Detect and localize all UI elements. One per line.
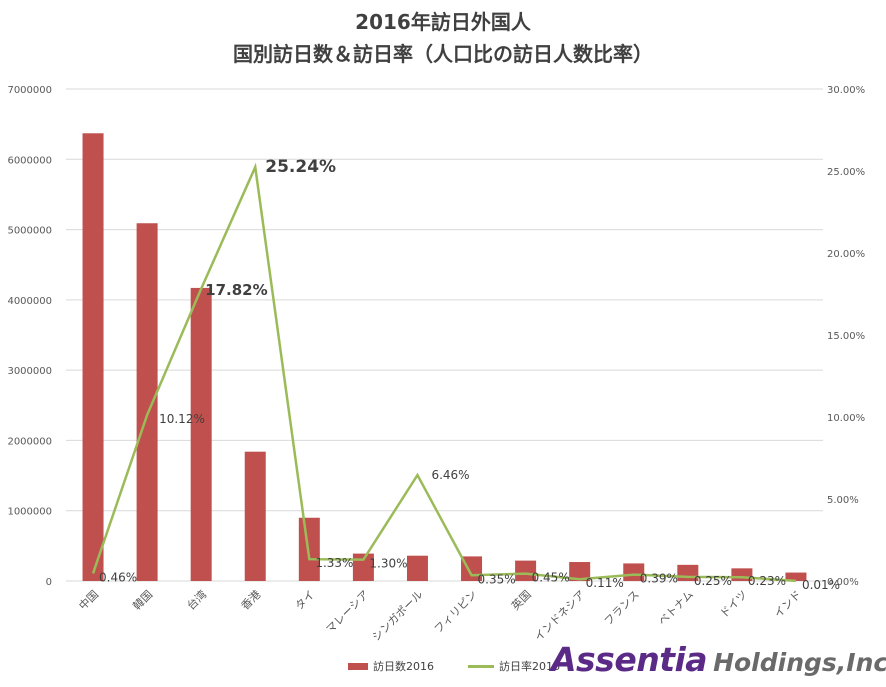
rate-data-label: 0.11% (586, 576, 624, 590)
y-right-tick-label: 25.00% (827, 167, 865, 178)
legend-swatch-line (468, 664, 494, 668)
rate-data-label: 0.25% (694, 574, 732, 588)
y-left-tick-label: 7000000 (7, 85, 52, 96)
rate-data-label: 1.30% (369, 557, 407, 571)
rate-data-label: 0.46% (99, 570, 137, 584)
category-label: インド (772, 588, 805, 621)
category-label: フィリピン (432, 588, 480, 636)
rate-data-label: 0.39% (640, 572, 678, 586)
y-left-tick-label: 0 (46, 577, 52, 588)
y-right-tick-label: 15.00% (827, 331, 865, 342)
bar-2 (190, 287, 212, 581)
bar-4 (298, 517, 320, 581)
category-label: 英国 (508, 587, 533, 612)
legend-item-rate: 訪日率2016 (468, 658, 560, 674)
bar-10 (623, 563, 645, 581)
logo-sub-text: Holdings,Inc. (713, 648, 886, 677)
category-label: マレーシア (324, 588, 372, 636)
y-left-tick-label: 4000000 (7, 296, 52, 307)
category-label: 香港 (239, 588, 264, 613)
logo-main-text: Assentia (551, 640, 708, 679)
category-label: 韓国 (130, 588, 155, 613)
rate-line (91, 162, 797, 583)
category-label: インドネシア (532, 588, 588, 644)
legend-label-rate: 訪日率2016 (499, 660, 560, 673)
bar-13 (785, 572, 807, 581)
y-left-tick-label: 1000000 (7, 507, 52, 518)
y-right-tick-label: 5.00% (827, 495, 859, 506)
bar-6 (406, 555, 428, 581)
y-right-tick-label: 0.00% (827, 577, 859, 588)
rate-data-label: 25.24% (265, 157, 336, 177)
category-label: シンガポール (370, 588, 426, 644)
category-label: 台湾 (184, 587, 209, 612)
y-right-tick-label: 30.00% (827, 85, 865, 96)
legend-item-visits: 訪日数2016 (348, 658, 434, 674)
category-label: タイ (293, 588, 318, 613)
rate-data-label: 1.33% (315, 556, 353, 570)
legend-swatch-bar (348, 662, 368, 670)
category-label: ベトナム (656, 588, 696, 628)
bar-3 (244, 451, 266, 581)
chart-title-line2: 国別訪日数＆訪日率（人口比の訪日人数比率） (233, 42, 653, 66)
category-label: 中国 (76, 588, 101, 613)
y-left-tick-label: 5000000 (7, 226, 52, 237)
rate-data-label: 10.12% (159, 412, 205, 426)
rate-data-label: 0.45% (532, 571, 570, 585)
bar-0 (82, 133, 104, 581)
assentia-logo: Assentia Holdings,Inc. (551, 640, 886, 679)
y-left-tick-label: 6000000 (7, 155, 52, 166)
y-right-tick-label: 10.00% (827, 413, 865, 424)
y-left-tick-label: 3000000 (7, 366, 52, 377)
legend-label-visits: 訪日数2016 (373, 660, 434, 673)
y-left-tick-label: 2000000 (7, 436, 52, 447)
category-label: フランス (602, 588, 642, 628)
rate-data-label: 0.01% (802, 578, 840, 592)
rate-data-label: 0.35% (478, 572, 516, 586)
bar-9 (569, 562, 591, 581)
bar-1 (136, 223, 158, 581)
bar-8 (515, 560, 537, 581)
category-label: ドイツ (717, 588, 750, 621)
legend: 訪日数2016 訪日率2016 (348, 658, 594, 674)
rate-data-label: 17.82% (205, 281, 267, 299)
y-right-tick-label: 20.00% (827, 249, 865, 260)
chart-title-line1: 2016年訪日外国人 (355, 10, 531, 34)
rate-data-label: 6.46% (431, 468, 469, 482)
rate-data-label: 0.23% (748, 574, 786, 588)
